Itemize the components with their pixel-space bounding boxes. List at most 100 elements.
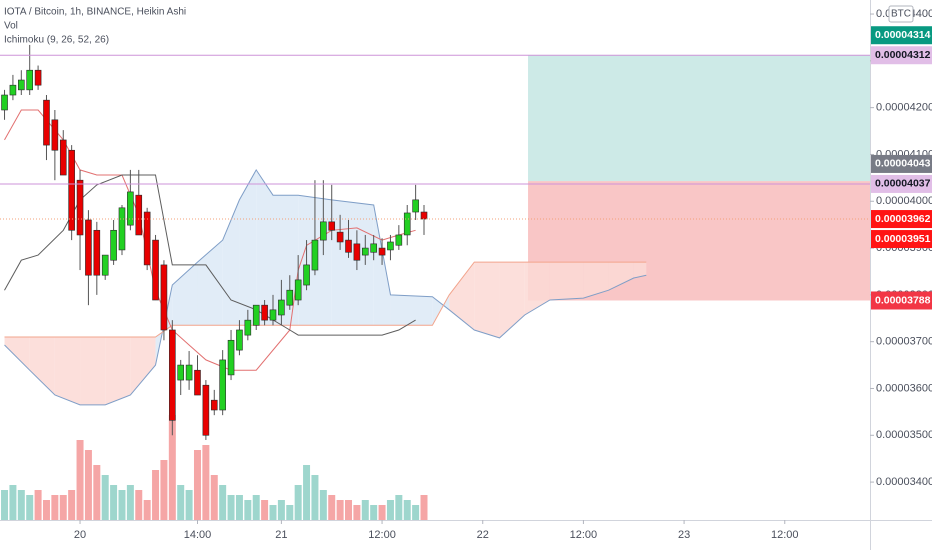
candle-body (336, 231, 344, 243)
volume-bar (185, 490, 193, 520)
volume-bar (210, 475, 218, 520)
cloud-fill (524, 262, 550, 315)
price-label-box (871, 230, 932, 249)
volume-bar (193, 450, 201, 520)
volume-bar (126, 485, 134, 520)
volume-bar (294, 485, 302, 520)
candle-body (1, 94, 8, 111)
volume-bar (269, 505, 277, 520)
volume-bar (395, 495, 403, 520)
x-tick-label: 12:00 (771, 529, 799, 541)
volume-bar (361, 500, 369, 520)
x-tick-label: 12:00 (368, 529, 396, 541)
cloud-fill (172, 262, 198, 326)
candle-body (34, 69, 42, 86)
x-tick-label: 21 (275, 529, 287, 541)
volume-bar (34, 490, 42, 520)
position-profit (528, 55, 870, 182)
candle-body (59, 139, 67, 176)
candle-body (378, 247, 386, 256)
price-label-box (871, 46, 932, 65)
cloud-fill (4, 336, 30, 371)
volume-bar (219, 485, 227, 520)
candle-body (177, 364, 185, 381)
price-label: 0.00003788 (875, 294, 931, 306)
volume-bar (378, 505, 386, 520)
candle-body (303, 264, 310, 286)
candle-body (361, 247, 369, 256)
x-tick-label: 14:00 (184, 529, 212, 541)
indicator-label: Ichimoku (9, 26, 52, 26) (4, 35, 109, 46)
price-label: 0.00003951 (875, 233, 931, 245)
volume-bar (118, 490, 126, 520)
candle-body (286, 289, 294, 306)
x-tick-label: 20 (74, 529, 86, 541)
y-tick-label: 0.00004000 (876, 195, 932, 207)
volume-bar (336, 500, 344, 520)
cloud-fill (583, 262, 609, 299)
candle-body (244, 319, 252, 336)
volume-bar (412, 505, 420, 520)
candle-body (387, 241, 394, 251)
candle-body (403, 212, 411, 236)
candle-body (210, 399, 218, 411)
candle-body (194, 369, 201, 396)
price-label-box (871, 291, 932, 310)
volume-bar (135, 490, 143, 520)
candle-body (152, 239, 159, 301)
cloud-fill (239, 169, 257, 326)
price-label-box (871, 174, 932, 193)
volume-bar (76, 440, 84, 520)
cloud-fill (130, 336, 156, 396)
candle-body (395, 234, 403, 246)
volume-bar (177, 485, 185, 520)
candle-body (85, 219, 92, 276)
span-b-line (4, 261, 647, 338)
candle-body (143, 211, 151, 266)
volume-bar (328, 495, 336, 520)
volume-bar (110, 485, 118, 520)
candle-body (51, 119, 59, 151)
candle-body (269, 309, 277, 321)
currency-label: BTC (891, 9, 911, 20)
plot-area (0, 44, 870, 520)
cloud-fill (608, 262, 634, 291)
volume-bar (68, 490, 76, 520)
volume-bar (252, 495, 260, 520)
price-label-box (871, 210, 932, 229)
volume-bar (386, 500, 394, 520)
volume-bar (101, 475, 109, 520)
cloud-fill (549, 262, 584, 301)
candle-body (412, 199, 419, 213)
volume-bar (353, 505, 361, 520)
volume-bar (227, 495, 235, 520)
candle-body (160, 264, 168, 331)
price-label: 0.00003962 (875, 213, 931, 225)
candle-body (118, 207, 126, 251)
cloud-fill (449, 262, 475, 330)
price-label: 0.00004312 (875, 49, 931, 61)
volume-bar (152, 470, 160, 520)
indicator-label: Vol (4, 21, 18, 32)
candle-body (252, 304, 260, 326)
volume-bar (235, 495, 243, 520)
candle-body (169, 329, 176, 421)
span-a-line (4, 168, 647, 406)
candle-body (261, 304, 268, 321)
volume-bar (261, 500, 269, 520)
cloud-fill (105, 336, 131, 405)
volume-bar (51, 495, 59, 520)
volume-bar (311, 475, 319, 520)
cloud-fill (29, 336, 55, 396)
cloud-fill (474, 262, 500, 338)
cloud-fill (499, 262, 525, 338)
candle-body (353, 243, 361, 261)
candle-body (345, 239, 352, 253)
volume-bar (202, 445, 210, 520)
volume-bar (1, 490, 9, 520)
cloud-fill (331, 199, 374, 326)
volume-bar (168, 415, 176, 520)
volume-bar (403, 500, 411, 520)
